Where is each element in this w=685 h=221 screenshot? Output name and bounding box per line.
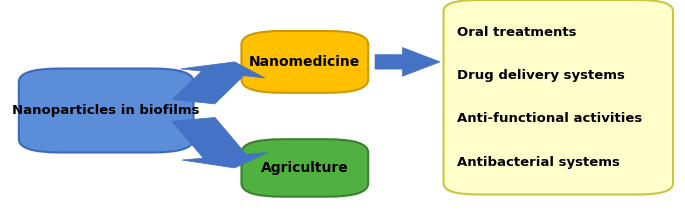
Text: Agriculture: Agriculture <box>261 161 349 175</box>
FancyBboxPatch shape <box>242 139 369 197</box>
Text: Nanoparticles in biofilms: Nanoparticles in biofilms <box>12 104 200 117</box>
Polygon shape <box>375 48 440 76</box>
Text: Anti-functional activities: Anti-functional activities <box>458 112 643 125</box>
Text: Nanomedicine: Nanomedicine <box>249 55 360 69</box>
Polygon shape <box>172 117 268 168</box>
Text: Oral treatments: Oral treatments <box>458 26 577 39</box>
Text: Antibacterial systems: Antibacterial systems <box>458 156 620 169</box>
FancyBboxPatch shape <box>444 0 673 194</box>
FancyBboxPatch shape <box>18 69 193 152</box>
Text: Drug delivery systems: Drug delivery systems <box>458 69 625 82</box>
Polygon shape <box>173 62 265 104</box>
FancyBboxPatch shape <box>242 31 369 93</box>
